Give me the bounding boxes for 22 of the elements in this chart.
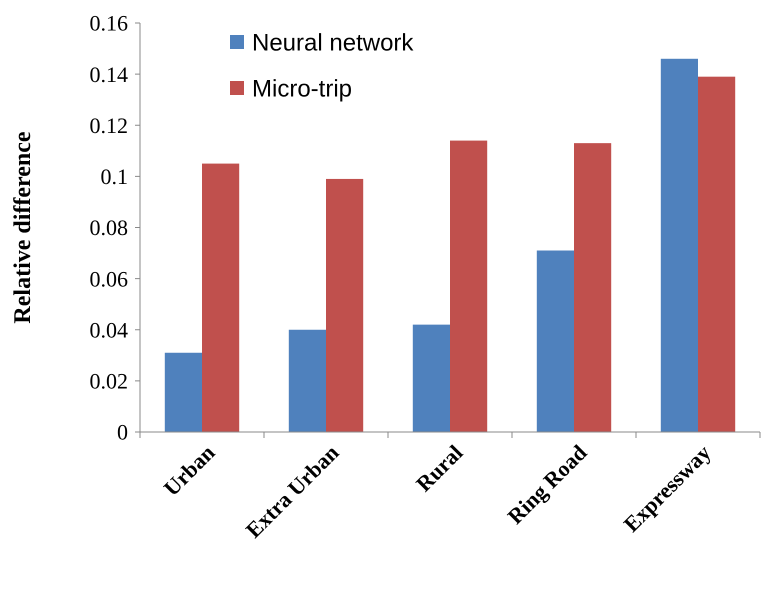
y-tick-label: 0.04 bbox=[90, 317, 128, 342]
legend-label: Neural network bbox=[252, 29, 414, 56]
bar bbox=[164, 352, 202, 432]
bar bbox=[288, 330, 326, 432]
bar bbox=[412, 324, 450, 432]
bar bbox=[202, 164, 240, 432]
bar bbox=[574, 143, 612, 432]
y-tick-label: 0.12 bbox=[90, 112, 128, 138]
bar bbox=[660, 58, 698, 432]
y-tick-label: 0.02 bbox=[90, 368, 128, 394]
bar bbox=[536, 250, 574, 432]
y-tick-label: 0.1 bbox=[100, 164, 128, 190]
y-axis-title: Relative difference bbox=[10, 131, 36, 324]
y-tick-label: 0.06 bbox=[90, 266, 128, 292]
y-tick-label: 0.14 bbox=[90, 62, 128, 87]
bar bbox=[450, 140, 488, 432]
bar bbox=[326, 178, 364, 432]
legend-label: Micro-trip bbox=[252, 75, 352, 102]
bar bbox=[698, 76, 736, 432]
y-tick-label: 0 bbox=[117, 420, 128, 445]
y-tick-label: 0.08 bbox=[90, 215, 128, 240]
y-tick-label: 0.16 bbox=[90, 10, 128, 36]
